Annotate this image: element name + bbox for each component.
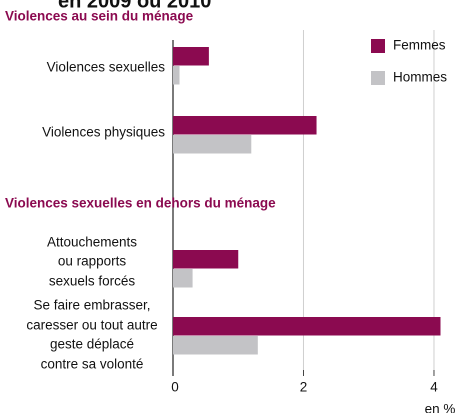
section-title: Violences au sein du ménage <box>5 9 194 24</box>
legend-swatch <box>371 71 385 85</box>
x-tick-label: 4 <box>430 380 438 395</box>
bar <box>173 66 180 85</box>
chart-title: en 2009 ou 2010 <box>58 0 211 12</box>
section-title: Violences sexuelles en dehors du ménage <box>5 196 276 211</box>
bar <box>173 336 258 355</box>
x-tick-label: 2 <box>300 380 308 395</box>
category-label: caresser ou tout autre <box>26 318 157 333</box>
category-label: Se faire embrasser, <box>33 298 150 313</box>
legend-swatch <box>371 39 385 53</box>
category-label: sexuels forcés <box>49 274 136 289</box>
category-label: geste déplacé <box>50 337 134 352</box>
bar <box>173 135 252 154</box>
category-label: Violences sexuelles <box>47 60 166 75</box>
x-axis-label: en % <box>425 402 456 413</box>
x-tick-label: 0 <box>171 380 179 395</box>
legend-label: Femmes <box>393 38 446 53</box>
category-label: Violences physiques <box>42 125 165 140</box>
category-label: contre sa volonté <box>41 357 144 372</box>
bar <box>173 250 239 269</box>
bar <box>173 317 441 336</box>
category-label: Attouchements <box>47 235 137 250</box>
bar <box>173 116 317 135</box>
legend-label: Hommes <box>393 70 447 85</box>
bar <box>173 47 209 66</box>
bar <box>173 269 193 288</box>
category-label: ou rapports <box>58 254 127 269</box>
